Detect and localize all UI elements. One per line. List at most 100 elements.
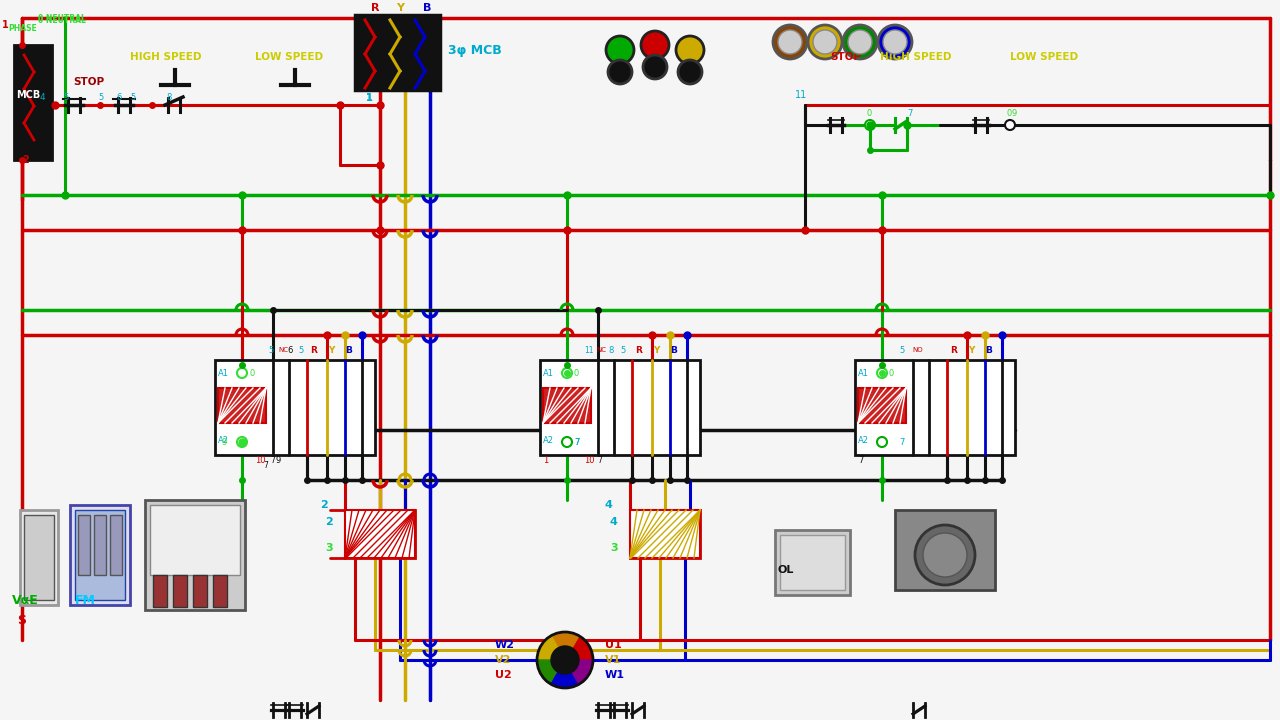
Text: A1: A1 xyxy=(858,369,869,377)
Bar xyxy=(630,510,700,558)
Text: 3: 3 xyxy=(325,543,333,553)
Text: 2: 2 xyxy=(22,155,28,165)
Text: 7: 7 xyxy=(573,438,580,446)
Text: VαE: VαE xyxy=(12,593,38,606)
Bar xyxy=(212,575,227,607)
Text: 7: 7 xyxy=(858,456,864,464)
Circle shape xyxy=(605,36,634,64)
Text: 2: 2 xyxy=(325,517,333,527)
Circle shape xyxy=(641,31,669,59)
Text: 7: 7 xyxy=(908,109,913,117)
Text: 6: 6 xyxy=(116,92,122,102)
Text: NC: NC xyxy=(596,347,605,353)
Text: 7: 7 xyxy=(596,456,602,464)
Text: HIGH SPEED: HIGH SPEED xyxy=(879,52,951,62)
Text: STOP: STOP xyxy=(829,52,861,62)
Text: B: B xyxy=(669,346,677,354)
Circle shape xyxy=(773,25,806,59)
Text: 1: 1 xyxy=(543,456,548,464)
Text: NO: NO xyxy=(911,347,923,353)
Circle shape xyxy=(643,55,667,79)
Text: 5: 5 xyxy=(620,346,625,354)
Circle shape xyxy=(608,60,632,84)
Text: 0: 0 xyxy=(250,369,255,377)
Bar xyxy=(154,575,166,607)
Text: R: R xyxy=(635,346,641,354)
Circle shape xyxy=(847,30,872,54)
Text: 1: 1 xyxy=(366,93,372,103)
Circle shape xyxy=(550,646,579,674)
Text: Y: Y xyxy=(328,346,334,354)
Text: 11: 11 xyxy=(584,346,594,354)
Circle shape xyxy=(915,525,975,585)
Text: 10: 10 xyxy=(584,456,594,464)
Text: OL: OL xyxy=(778,565,795,575)
Text: 6: 6 xyxy=(287,346,292,354)
Text: 8: 8 xyxy=(166,92,172,102)
Text: 0: 0 xyxy=(890,369,895,377)
Text: 0: 0 xyxy=(1007,109,1012,117)
Bar xyxy=(543,388,591,423)
Text: W1: W1 xyxy=(605,670,625,680)
Circle shape xyxy=(813,30,837,54)
Text: 3φ MCB: 3φ MCB xyxy=(448,43,502,56)
Text: 4: 4 xyxy=(611,517,618,527)
Text: A2: A2 xyxy=(858,436,869,444)
Circle shape xyxy=(877,437,887,447)
Bar xyxy=(540,360,700,455)
Text: LOW SPEED: LOW SPEED xyxy=(1010,52,1078,62)
Circle shape xyxy=(844,25,877,59)
Text: U1: U1 xyxy=(605,640,622,650)
Bar xyxy=(218,388,266,423)
Bar xyxy=(774,530,850,595)
Wedge shape xyxy=(538,636,564,660)
Text: 2: 2 xyxy=(320,500,328,510)
Circle shape xyxy=(562,368,572,378)
Bar xyxy=(858,388,906,423)
Circle shape xyxy=(678,60,701,84)
Circle shape xyxy=(808,25,842,59)
Text: 5: 5 xyxy=(63,92,68,102)
Text: 9: 9 xyxy=(221,438,227,446)
Circle shape xyxy=(883,30,908,54)
Circle shape xyxy=(865,120,876,130)
Text: MCB: MCB xyxy=(17,90,40,100)
Circle shape xyxy=(923,533,966,577)
Text: 9: 9 xyxy=(1012,109,1018,117)
Text: 8: 8 xyxy=(608,346,613,354)
Wedge shape xyxy=(550,660,579,688)
Text: 10: 10 xyxy=(255,456,265,464)
Text: 0: 0 xyxy=(573,369,580,377)
Text: U2: U2 xyxy=(495,670,512,680)
Text: FM: FM xyxy=(76,593,96,606)
Text: R: R xyxy=(371,3,379,13)
Text: 5: 5 xyxy=(99,92,104,102)
Text: 1: 1 xyxy=(3,20,9,30)
Bar xyxy=(215,360,375,455)
Bar xyxy=(346,510,415,558)
Text: 5: 5 xyxy=(298,346,303,354)
Bar xyxy=(110,515,122,575)
Text: 1: 1 xyxy=(366,93,372,103)
Text: 9: 9 xyxy=(275,456,280,464)
Text: 11: 11 xyxy=(795,90,808,100)
Text: B: B xyxy=(346,346,352,354)
Text: HIGH SPEED: HIGH SPEED xyxy=(131,52,201,62)
Circle shape xyxy=(877,368,887,378)
Text: A2: A2 xyxy=(218,436,229,444)
Bar xyxy=(855,360,1015,455)
Bar xyxy=(780,535,845,590)
Text: 5: 5 xyxy=(899,346,904,354)
Bar xyxy=(630,510,700,558)
Circle shape xyxy=(237,368,247,378)
Text: R: R xyxy=(310,346,317,354)
Text: V2: V2 xyxy=(495,655,512,665)
Circle shape xyxy=(778,30,803,54)
Text: 0 NEUTRAL: 0 NEUTRAL xyxy=(38,14,86,22)
Text: Y: Y xyxy=(653,346,659,354)
Text: B: B xyxy=(422,3,431,13)
Text: 7: 7 xyxy=(573,438,580,446)
Text: STOP: STOP xyxy=(73,77,104,87)
Bar xyxy=(24,515,54,600)
Bar xyxy=(78,515,90,575)
